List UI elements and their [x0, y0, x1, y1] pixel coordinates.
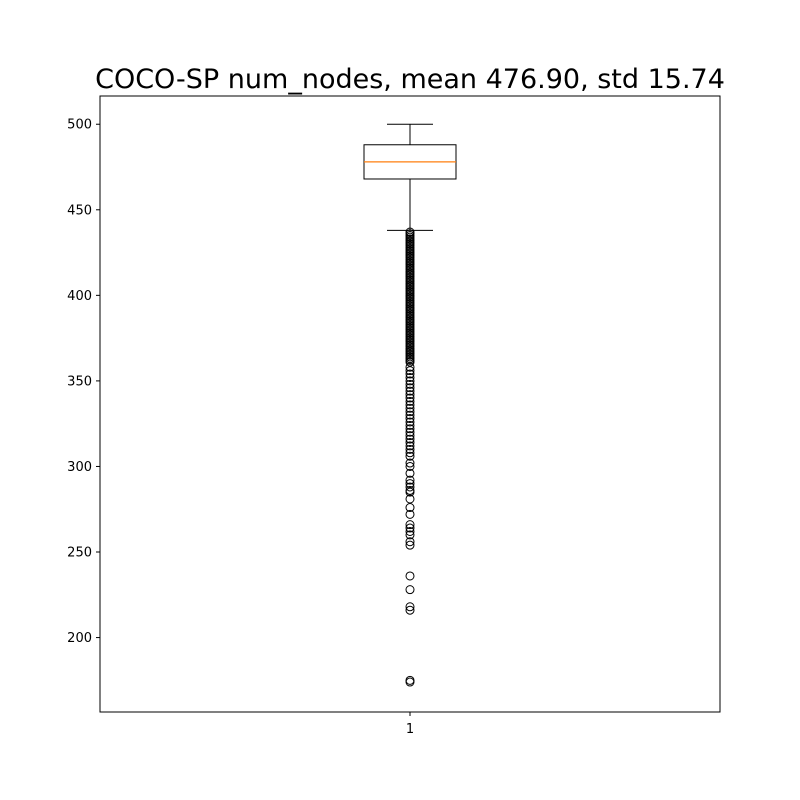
outlier-point — [405, 379, 415, 389]
outlier-point — [405, 526, 415, 536]
x-axis: 1 — [406, 712, 414, 737]
outlier-point — [405, 537, 415, 547]
outlier-point — [405, 444, 415, 454]
outlier-point — [405, 396, 415, 406]
outlier-point — [405, 434, 415, 444]
outlier-point — [405, 675, 415, 685]
x-tick-label: 1 — [406, 722, 414, 737]
outlier-point — [405, 427, 415, 437]
outlier-point — [405, 424, 415, 434]
outlier-point — [405, 441, 415, 451]
outlier-point — [405, 520, 415, 530]
box-plot — [363, 123, 457, 231]
outlier-point — [405, 362, 415, 372]
y-axis: 200 250 300 350 400 450 500 — [67, 118, 100, 646]
outlier-point — [405, 475, 415, 485]
outlier-point — [405, 376, 415, 386]
y-tick-label: 400 — [67, 289, 92, 304]
outlier-point — [405, 431, 415, 441]
outlier-point — [405, 366, 415, 376]
outlier-point — [405, 403, 415, 413]
y-tick-label: 200 — [67, 631, 92, 646]
outlier-point — [405, 571, 415, 581]
outlier-point — [405, 479, 415, 489]
y-tick-label: 350 — [67, 374, 92, 389]
y-tick-label: 300 — [67, 460, 92, 475]
y-tick-label: 450 — [67, 203, 92, 218]
outlier-point — [405, 458, 415, 468]
outlier-point — [405, 357, 415, 367]
outlier-point — [405, 383, 415, 393]
outlier-point — [405, 407, 415, 417]
outlier-point — [405, 372, 415, 382]
outlier-point — [405, 503, 415, 513]
outlier-point — [405, 540, 415, 550]
outlier-point — [405, 414, 415, 424]
y-tick-label: 250 — [67, 546, 92, 561]
outlier-point — [405, 390, 415, 400]
outlier-point — [405, 468, 415, 478]
outlier-point — [405, 369, 415, 379]
outlier-point — [405, 530, 415, 540]
outlier-point — [405, 602, 415, 612]
outlier-point — [405, 482, 415, 492]
outlier-point — [405, 509, 415, 519]
outlier-point — [405, 448, 415, 458]
outlier-point — [405, 386, 415, 396]
outlier-point — [405, 451, 415, 461]
outlier-point — [405, 585, 415, 595]
outlier-point — [405, 400, 415, 410]
outlier-point — [405, 417, 415, 427]
y-tick-label: 500 — [67, 118, 92, 133]
outlier-point — [405, 461, 415, 471]
outlier-point — [405, 410, 415, 420]
outlier-point — [405, 487, 415, 497]
outlier-point — [405, 494, 415, 504]
outlier-point — [405, 420, 415, 430]
outlier-point — [405, 523, 415, 533]
outlier-point — [405, 677, 415, 687]
outlier-point — [405, 438, 415, 447]
outlier-point — [405, 393, 415, 403]
outlier-point — [405, 605, 415, 615]
chart-title: COCO-SP num_nodes, mean 476.90, std 15.7… — [95, 64, 725, 95]
outlier-points — [405, 227, 415, 687]
